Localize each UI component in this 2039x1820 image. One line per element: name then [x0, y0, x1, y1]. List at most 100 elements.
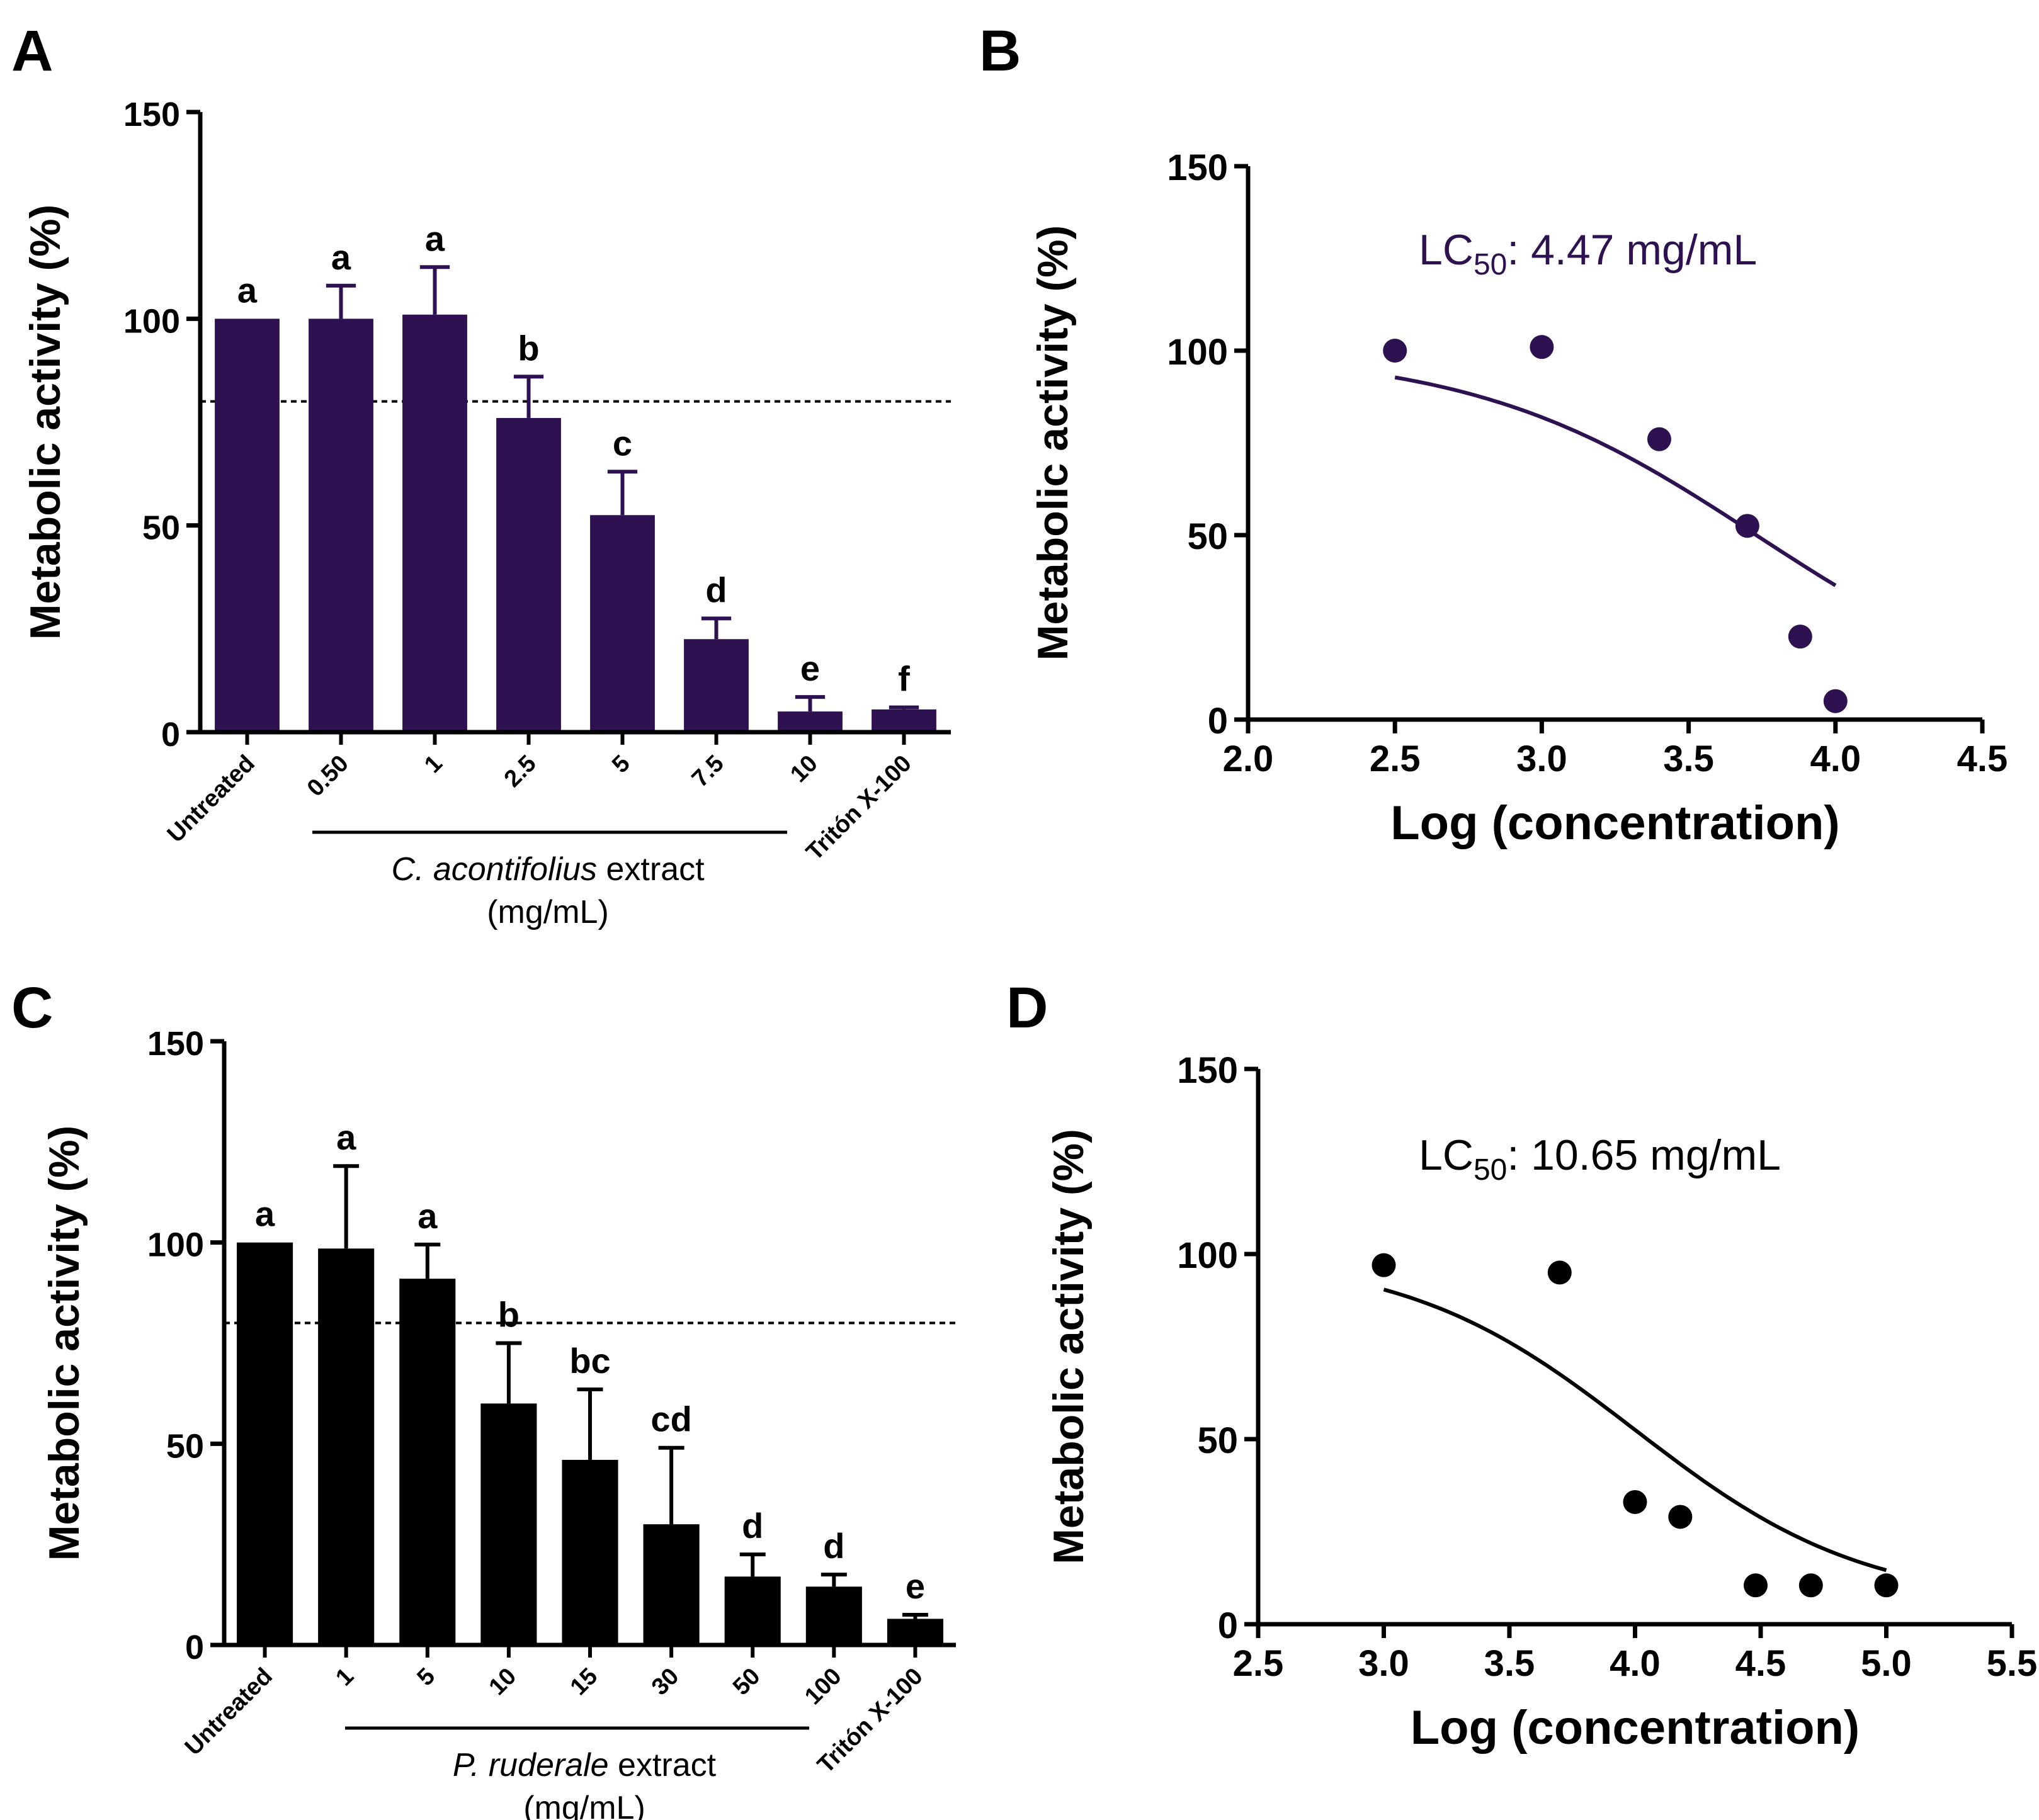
y-tick-label: 100: [123, 302, 180, 340]
data-point: [1798, 1573, 1823, 1598]
x-tick-label: 5: [412, 1663, 440, 1692]
significance-letter: e: [800, 648, 820, 688]
group-label: C. acontifolius extract: [391, 851, 705, 888]
data-point: [1874, 1573, 1899, 1598]
x-tick-label: 30: [647, 1663, 684, 1701]
x-tick-label: 0.50: [302, 750, 354, 802]
x-tick-label: 7.5: [687, 750, 729, 793]
data-point: [1547, 1260, 1572, 1285]
significance-letter: a: [425, 218, 445, 258]
x-tick-label: 15: [565, 1663, 603, 1701]
panel-b-scatter-chart: 2.0 2.5 3.0 3.5 4.0 4.5 Log (concentration) 0 50…: [1029, 147, 2008, 850]
fit-curve: [1383, 1287, 1887, 1573]
significance-letter: a: [417, 1196, 438, 1236]
bar: [309, 319, 373, 732]
data-point: [1788, 625, 1812, 649]
y-tick-label: 0: [161, 716, 180, 754]
x-tick-label: 4.0: [1810, 738, 1861, 779]
x-tick-label: 5: [607, 750, 635, 779]
data-point: [1530, 335, 1554, 359]
x-tick-label: 4.5: [1957, 738, 2008, 779]
significance-letter: cd: [650, 1399, 691, 1439]
data-point: [1383, 339, 1407, 363]
y-tick-label: 50: [142, 509, 180, 547]
x-tick-label: 3.0: [1516, 738, 1567, 779]
y-tick-label: 0: [185, 1629, 204, 1666]
significance-letter: d: [823, 1526, 844, 1566]
y-tick-label: 150: [1167, 147, 1228, 188]
group-label-units: (mg/mL): [523, 1790, 645, 1820]
data-point: [1823, 689, 1848, 713]
data-point: [1668, 1505, 1693, 1529]
significance-letter: a: [331, 237, 351, 277]
significance-letter: b: [518, 328, 539, 368]
x-tick-label: 5.0: [1861, 1643, 1912, 1684]
data-point: [1735, 514, 1759, 538]
bar: [872, 709, 936, 732]
y-tick-label: 100: [1177, 1235, 1238, 1276]
x-tick-label: 5.5: [1987, 1643, 2038, 1684]
x-tick-label: 2.5: [499, 750, 542, 793]
y-axis-title: Metabolic activity (%): [1045, 1129, 1093, 1564]
y-tick-label: 0: [1218, 1605, 1238, 1646]
x-tick-label: 50: [728, 1663, 766, 1701]
bar: [643, 1524, 700, 1645]
panel-letter-b: B: [979, 19, 1021, 83]
bar: [215, 319, 280, 732]
x-tick-label: 4.0: [1610, 1643, 1661, 1684]
panel-letter-d: D: [1006, 976, 1048, 1040]
bar: [562, 1459, 618, 1645]
x-tick-label: Untreated: [162, 750, 260, 848]
x-tick-label: 3.0: [1358, 1643, 1409, 1684]
group-label: P. ruderale extract: [453, 1747, 717, 1783]
significance-letter: f: [898, 659, 910, 699]
y-axis-title: Metabolic activity (%): [40, 1126, 88, 1561]
significance-letter: e: [906, 1566, 925, 1606]
bar: [399, 1279, 456, 1645]
x-tick-label: 2.5: [1370, 738, 1421, 779]
x-axis-title: Log (concentration): [1411, 1701, 1860, 1755]
x-tick-label: 4.5: [1735, 1643, 1786, 1684]
y-axis-title: Metabolic activity (%): [1029, 225, 1077, 661]
x-tick-label: 1: [419, 750, 448, 779]
data-point: [1744, 1573, 1768, 1598]
bar: [480, 1403, 537, 1645]
x-tick-label: 1: [331, 1663, 359, 1692]
y-tick-label: 100: [147, 1226, 204, 1264]
y-tick-label: 50: [1187, 516, 1228, 557]
x-tick-label: 3.5: [1484, 1643, 1535, 1684]
significance-letter: a: [336, 1117, 356, 1157]
x-tick-label: 10: [484, 1663, 522, 1701]
y-tick-label: 50: [1197, 1420, 1238, 1461]
significance-letter: c: [613, 423, 632, 463]
bar: [402, 314, 467, 732]
bar: [684, 639, 749, 732]
panel-d-scatter-chart: 2.5 3.0 3.5 4.0 4.5 5.0 5.5 Log (concentration)…: [1045, 1050, 2037, 1755]
significance-letter: a: [255, 1194, 275, 1234]
y-tick-label: 50: [166, 1427, 204, 1465]
lc50-annotation: LC50: 10.65 mg/mL: [1419, 1131, 1781, 1187]
x-tick-label: 2.0: [1223, 738, 1274, 779]
bar: [590, 515, 655, 732]
significance-letter: a: [237, 270, 258, 310]
x-tick-label: Untreated: [180, 1663, 278, 1761]
group-label-units: (mg/mL): [487, 894, 609, 930]
bar: [778, 711, 843, 732]
y-tick-label: 100: [1167, 332, 1228, 373]
significance-letter: d: [705, 570, 727, 609]
bar: [237, 1242, 293, 1645]
bar: [805, 1586, 862, 1645]
panel-letter-a: A: [11, 19, 53, 83]
panel-letter-c: C: [11, 976, 53, 1040]
y-tick-label: 150: [123, 96, 180, 133]
lc50-annotation: LC50: 4.47 mg/mL: [1419, 226, 1757, 281]
data-point: [1647, 427, 1671, 451]
panel-c-bar-chart: aUntreateda1a5b10bc15cd30d50d100eTritón …: [40, 1025, 956, 1820]
x-tick-label: 2.5: [1233, 1643, 1284, 1684]
bar: [724, 1576, 781, 1645]
x-axis-title: Log (concentration): [1390, 796, 1840, 850]
data-point: [1623, 1489, 1647, 1514]
significance-letter: bc: [569, 1341, 610, 1381]
